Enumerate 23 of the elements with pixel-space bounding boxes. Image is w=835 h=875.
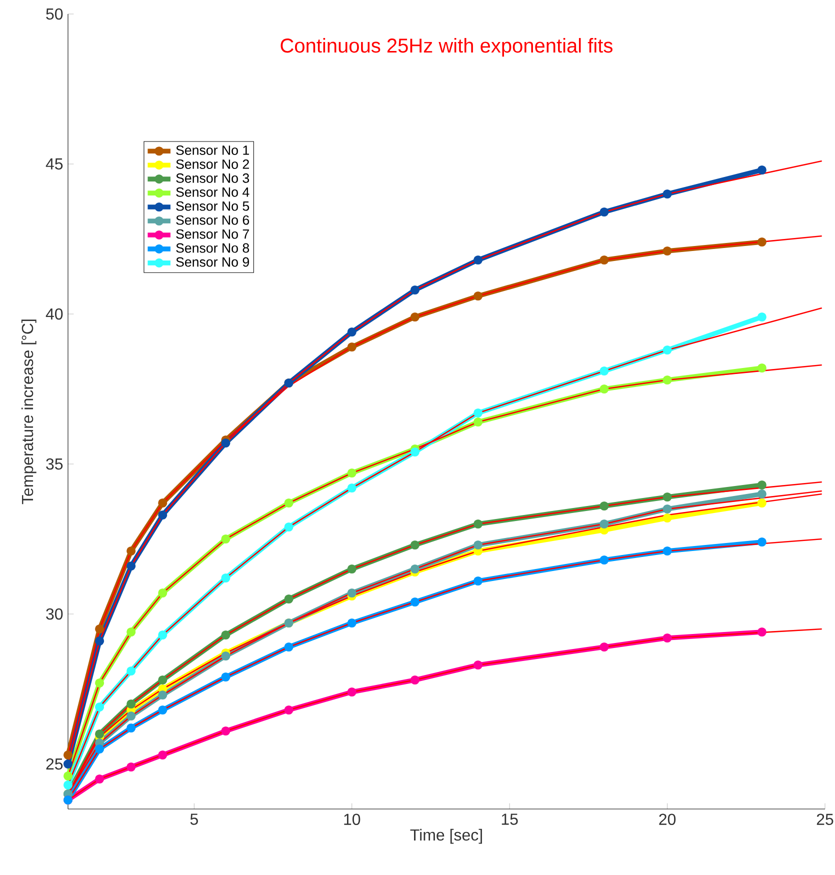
- legend-label: Sensor No 9: [176, 257, 250, 267]
- legend-label: Sensor No 2: [176, 159, 249, 169]
- legend-label: Sensor No 4: [176, 187, 250, 197]
- x-tick-label: 20: [659, 814, 676, 826]
- y-tick-label: 40: [46, 308, 63, 320]
- y-tick-label: 30: [46, 608, 63, 620]
- x-tick-label: 25: [816, 814, 834, 826]
- legend-label: Sensor No 5: [176, 201, 250, 211]
- x-tick-label: 10: [344, 814, 360, 826]
- x-tick-label: 5: [190, 814, 198, 825]
- text: Continuous 25Hz with exponential fits: [280, 38, 612, 57]
- y-tick-label: 45: [46, 158, 63, 170]
- y-axis-title: Temperature increase [°C]: [21, 320, 36, 504]
- x-tick-label: 15: [502, 814, 518, 825]
- legend-label: Sensor No 1: [176, 145, 249, 155]
- legend-label: Sensor No 8: [176, 243, 250, 253]
- y-tick-label: 50: [46, 8, 63, 20]
- y-tick-label: 25: [46, 758, 63, 770]
- legend-label: Sensor No 6: [176, 215, 250, 225]
- x-axis-title: Time [sec]: [410, 828, 482, 844]
- legend-label: Sensor No 7: [176, 229, 249, 239]
- y-tick-label: 35: [46, 458, 63, 470]
- legend-label: Sensor No 3: [176, 173, 250, 183]
